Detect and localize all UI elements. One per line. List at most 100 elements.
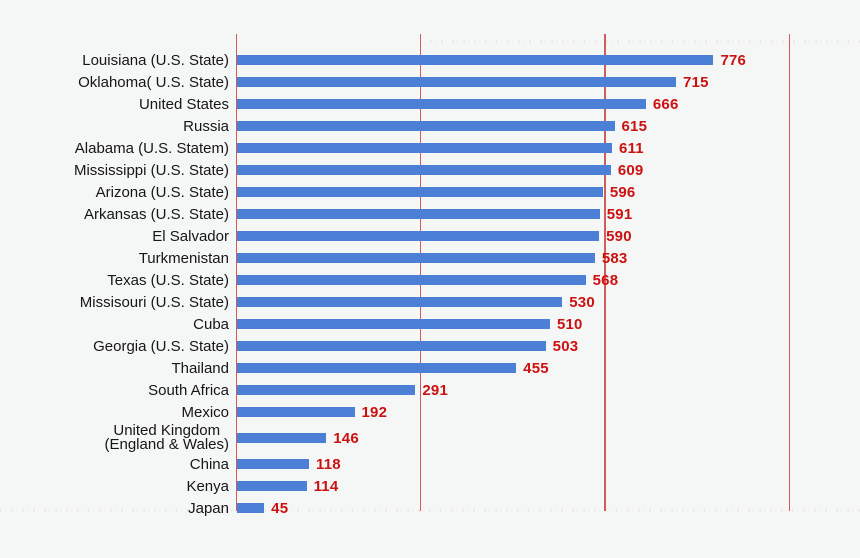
bar-track: 615 <box>229 118 860 135</box>
bar <box>236 121 615 131</box>
plot-rows: Louisiana (U.S. State) 776 Oklahoma( U.S. … <box>0 49 860 519</box>
category-label: United Kingdom (England & Wales) <box>104 421 230 453</box>
category-label: Cuba <box>193 315 229 333</box>
value-label: 510 <box>556 315 583 333</box>
bar <box>236 187 603 197</box>
bar-track: 114 <box>229 478 860 495</box>
category-label: El Salvador <box>152 227 229 245</box>
category-label: Missisouri (U.S. State) <box>79 293 229 311</box>
category-label: United States <box>138 95 229 113</box>
bar-row: South Africa 291 <box>0 379 860 401</box>
bar-track: 291 <box>229 382 860 399</box>
value-label: 118 <box>316 455 341 473</box>
value-label: 45 <box>271 499 289 517</box>
value-label: 590 <box>606 227 632 245</box>
category-label: Turkmenistan <box>138 249 229 267</box>
bar-row: Thailand 455 <box>0 357 860 379</box>
value-label: 530 <box>569 293 595 311</box>
bar-row: Mississippi (U.S. State) 609 <box>0 159 860 181</box>
bar <box>236 297 563 307</box>
value-label: 609 <box>617 161 644 179</box>
bar-track: 776 <box>229 52 860 69</box>
category-label: Mississippi (U.S. State) <box>73 161 229 179</box>
bar-row: Mexico 192 <box>0 401 860 423</box>
bar-row: Arizona (U.S. State) 596 <box>0 181 860 203</box>
category-label: Oklahoma( U.S. State) <box>78 73 229 91</box>
value-label: 666 <box>652 95 679 113</box>
bar <box>236 481 307 491</box>
bar-row: United States 666 <box>0 93 860 115</box>
bar <box>236 275 586 285</box>
bar <box>236 165 611 175</box>
bar <box>236 385 416 395</box>
category-label: Mexico <box>181 403 229 421</box>
bar-track: 455 <box>229 360 860 377</box>
bar-track: 666 <box>229 96 860 113</box>
bar-row: Texas (U.S. State) 568 <box>0 269 860 291</box>
category-label: Alabama (U.S. Statem) <box>74 139 229 157</box>
axis-line <box>235 34 237 511</box>
value-label: 611 <box>619 139 644 157</box>
bar-row: United Kingdom (England & Wales) 146 <box>0 423 860 453</box>
bar-track: 568 <box>229 272 860 289</box>
value-label: 596 <box>609 183 636 201</box>
category-label: Kenya <box>186 477 229 495</box>
watermark-artifact <box>0 509 860 512</box>
bar-row: Louisiana (U.S. State) 776 <box>0 49 860 71</box>
value-label: 503 <box>552 337 579 355</box>
bar <box>236 231 600 241</box>
value-label: 715 <box>682 73 709 91</box>
bar-row: Missisouri (U.S. State) 530 <box>0 291 860 313</box>
bar-row: El Salvador 590 <box>0 225 860 247</box>
bar <box>236 55 714 65</box>
bar <box>236 503 265 513</box>
value-label: 776 <box>720 51 747 69</box>
value-label: 192 <box>361 403 388 421</box>
bar-row: Alabama (U.S. Statem) 611 <box>0 137 860 159</box>
value-label: 568 <box>592 271 619 289</box>
value-label: 146 <box>333 429 359 447</box>
bar-track: 146 <box>229 430 860 447</box>
bar-track: 715 <box>229 74 860 91</box>
value-label: 615 <box>621 117 648 135</box>
bar <box>236 209 600 219</box>
bar-track: 583 <box>229 250 860 267</box>
gridline <box>419 34 422 511</box>
gridline <box>788 34 791 511</box>
value-label: 114 <box>313 477 339 495</box>
bar-track: 609 <box>229 162 860 179</box>
bar-row: Kenya 114 <box>0 475 860 497</box>
bar <box>236 433 327 443</box>
category-label: Louisiana (U.S. State) <box>82 51 229 69</box>
category-label: Russia <box>183 117 229 135</box>
bar-track: 530 <box>229 294 860 311</box>
bar-track: 611 <box>229 140 860 157</box>
category-label: Georgia (U.S. State) <box>93 337 229 355</box>
bar <box>236 319 550 329</box>
gridline <box>604 34 606 511</box>
category-label: Arizona (U.S. State) <box>95 183 229 201</box>
value-label: 583 <box>601 249 628 267</box>
category-label: Arkansas (U.S. State) <box>83 205 229 223</box>
bar-row: China 118 <box>0 453 860 475</box>
bar-track: 118 <box>229 456 860 473</box>
bar <box>236 459 310 469</box>
bar <box>236 77 676 87</box>
bar-track: 503 <box>229 338 860 355</box>
category-label: South Africa <box>148 381 229 399</box>
bar <box>236 99 646 109</box>
category-label: Thailand <box>171 359 229 377</box>
bar-track: 510 <box>229 316 860 333</box>
category-label: Japan <box>188 499 229 517</box>
bar-row: Japan 45 <box>0 497 860 519</box>
value-label: 591 <box>606 205 633 223</box>
category-label: China <box>189 455 229 473</box>
bar <box>236 407 355 417</box>
bar-track: 192 <box>229 404 860 421</box>
watermark-artifact <box>430 40 860 43</box>
bar-track: 596 <box>229 184 860 201</box>
bar-row: Arkansas (U.S. State) 591 <box>0 203 860 225</box>
bar-track: 591 <box>229 206 860 223</box>
bar <box>236 253 595 263</box>
bar <box>236 363 517 373</box>
